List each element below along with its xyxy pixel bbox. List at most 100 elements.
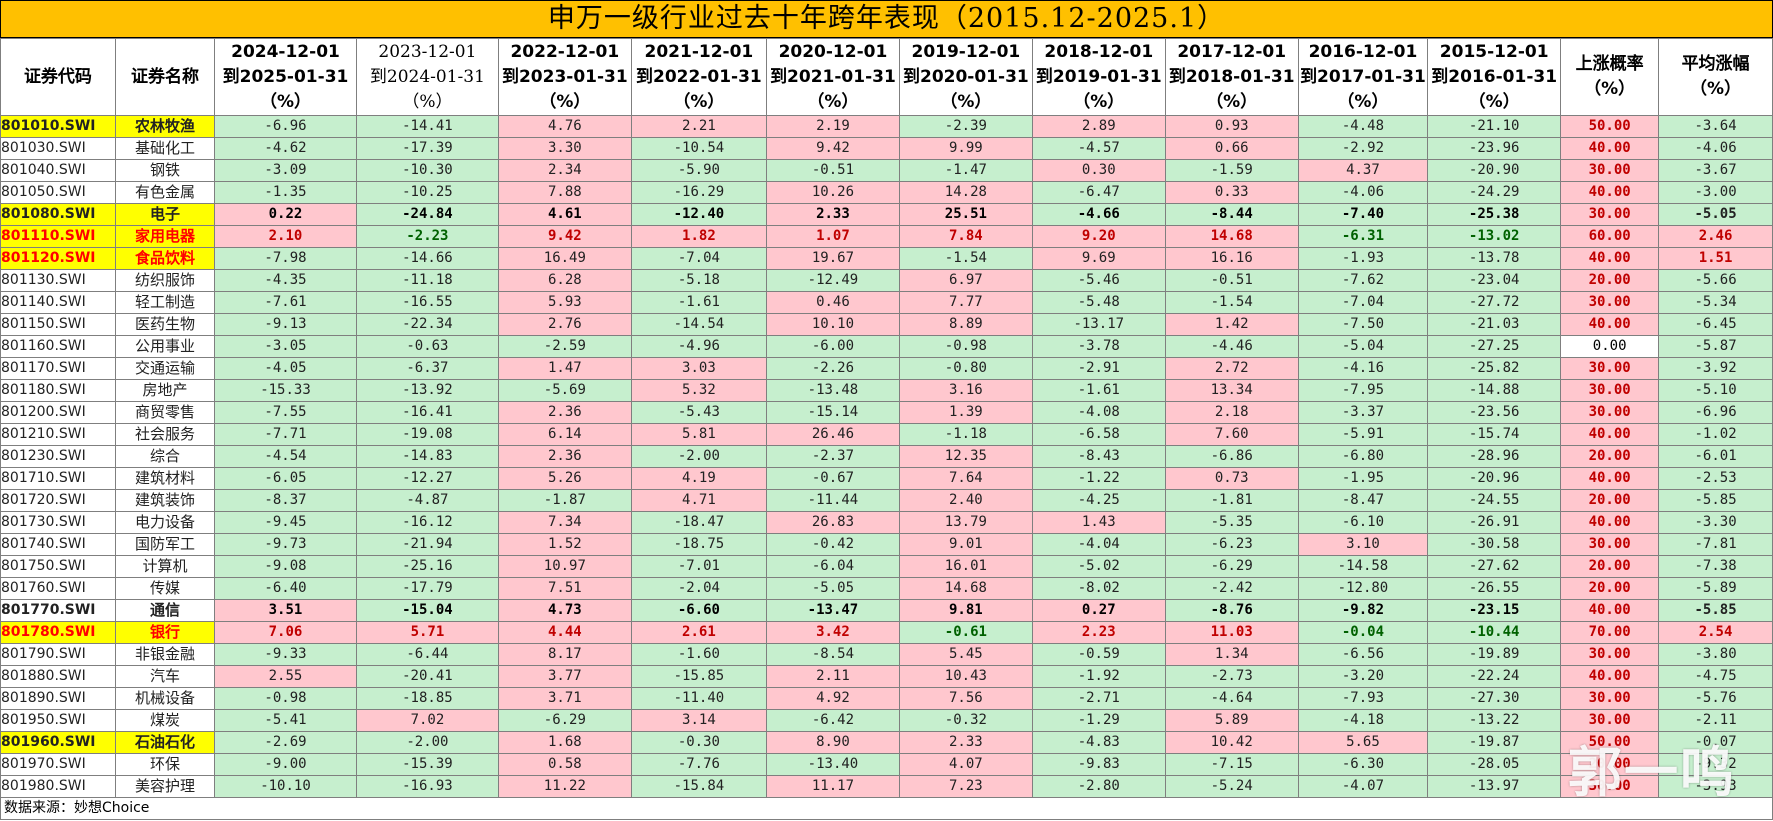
return-cell: 0.27 [1031,599,1166,622]
column-header: 2022-12-01 到2023-01-31 （%） [497,38,632,116]
return-cell: 2.10 [214,225,357,248]
return-cell: -18.75 [630,533,767,556]
header-row: 证券代码 证券名称 2024-12-01 到2025-01-31 （%） 2023-12-… [0,38,1773,116]
return-cell: 0.58 [497,753,632,776]
return-cell: -1.61 [630,291,767,314]
return-cell: -5.24 [1164,775,1299,798]
table-row: 801170.SWI 交通运输 -4.05 -6.37 1.47 3.03 -2.26 -0.… [0,357,1773,380]
return-cell: -4.62 [214,137,357,160]
author-watermark: 郭一鸣 [1568,741,1736,804]
return-cell: -6.37 [355,357,499,380]
security-name: 银行 [114,621,216,644]
return-cell: 5.45 [898,643,1033,666]
return-cell: -13.40 [765,753,900,776]
security-code: 801040.SWI [0,159,116,182]
rise-probability: 40.00 [1560,247,1660,270]
return-cell: -2.59 [497,335,632,358]
security-code: 801760.SWI [0,577,116,600]
return-cell: -8.44 [1164,203,1299,226]
return-cell: 9.69 [1031,247,1166,270]
return-cell: -14.41 [355,115,499,138]
return-cell: -13.47 [765,599,900,622]
return-cell: -1.22 [1031,467,1166,490]
table-row: 801080.SWI 电子 0.22 -24.84 4.61 -12.40 2.33 25.5… [0,203,1773,226]
rise-probability: 50.00 [1560,115,1660,138]
return-cell: 10.10 [765,313,900,336]
return-cell: -13.22 [1427,709,1562,732]
column-header: 2017-12-01 到2018-01-31 （%） [1164,38,1299,116]
return-cell: -4.64 [1164,687,1299,710]
return-cell: -2.69 [214,731,357,754]
return-cell: -2.73 [1164,665,1299,688]
security-name: 商贸零售 [114,401,216,424]
rise-probability: 40.00 [1560,137,1660,160]
return-cell: -21.94 [355,533,499,556]
return-cell: 9.20 [1031,225,1166,248]
security-name: 有色金属 [114,181,216,204]
column-header: 证券名称 [114,38,216,116]
return-cell: -5.69 [497,379,632,402]
return-cell: -7.61 [214,291,357,314]
return-cell: 2.76 [497,313,632,336]
table-row: 801040.SWI 钢铁 -3.09 -10.30 2.34 -5.90 -0.51 -1.… [0,159,1773,182]
table-row: 801230.SWI 综合 -4.54 -14.83 2.36 -2.00 -2.37 12.… [0,445,1773,468]
return-cell: -5.41 [214,709,357,732]
security-code: 801770.SWI [0,599,116,622]
return-cell: -4.04 [1031,533,1166,556]
table-row: 801160.SWI 公用事业 -3.05 -0.63 -2.59 -4.96 -6.00-… [0,335,1773,358]
return-cell: 10.42 [1164,731,1299,754]
return-cell: -0.98 [214,687,357,710]
return-cell: 14.68 [898,577,1033,600]
return-cell: -2.91 [1031,357,1166,380]
rise-probability: 40.00 [1560,423,1660,446]
return-cell: -1.35 [214,181,357,204]
rise-probability: 30.00 [1560,775,1660,798]
return-cell: 11.17 [765,775,900,798]
return-cell: -16.12 [355,511,499,534]
column-header-line: 到2018-01-31 [1168,66,1295,87]
return-cell: -7.55 [214,401,357,424]
return-cell: -15.39 [355,753,499,776]
return-cell: -4.46 [1164,335,1299,358]
return-cell: 9.99 [898,137,1033,160]
return-cell: -7.71 [214,423,357,446]
return-cell: -2.37 [765,445,900,468]
return-cell: 3.42 [765,621,900,644]
return-cell: -4.18 [1297,709,1429,732]
return-cell: -0.61 [898,621,1033,644]
return-cell: -14.88 [1427,379,1562,402]
rise-probability: 20.00 [1560,753,1660,776]
return-cell: -3.37 [1297,401,1429,424]
return-cell: 11.22 [497,775,632,798]
average-return: -5.85 [1658,489,1773,512]
return-cell: -8.02 [1031,577,1166,600]
return-cell: -15.74 [1427,423,1562,446]
return-cell: -4.35 [214,269,357,292]
return-cell: 2.11 [765,665,900,688]
column-header-line: 上涨概率 [1575,54,1644,74]
table-row: 801110.SWI 家用电器 2.10 -2.23 9.42 1.82 1.07 7.84 9… [0,225,1773,248]
rise-probability: 50.00 [1560,731,1660,754]
table-row: 801050.SWI 有色金属 -1.35 -10.25 7.88 -16.29 10.26… [0,181,1773,204]
return-cell: -4.54 [214,445,357,468]
rise-probability: 40.00 [1560,313,1660,336]
return-cell: -21.10 [1427,115,1562,138]
return-cell: -2.23 [355,225,499,248]
return-cell: -14.58 [1297,555,1429,578]
security-code: 801120.SWI [0,247,116,270]
return-cell: 4.73 [497,599,632,622]
return-cell: -22.34 [355,313,499,336]
return-cell: -5.05 [765,577,900,600]
return-cell: -7.98 [214,247,357,270]
security-name: 社会服务 [114,423,216,446]
return-cell: 2.34 [497,159,632,182]
return-cell: -9.73 [214,533,357,556]
rise-probability: 30.00 [1560,159,1660,182]
return-cell: 10.43 [898,665,1033,688]
security-code: 801130.SWI [0,269,116,292]
return-cell: -25.38 [1427,203,1562,226]
return-cell: -13.92 [355,379,499,402]
security-code: 801790.SWI [0,643,116,666]
return-cell: 0.46 [765,291,900,314]
return-cell: 4.44 [497,621,632,644]
